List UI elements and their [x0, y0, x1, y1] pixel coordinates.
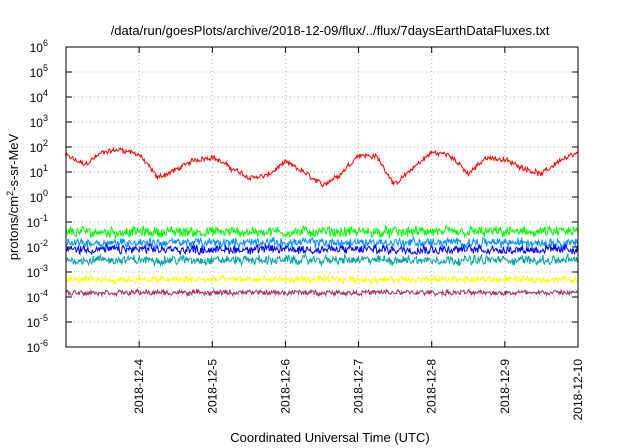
y-tick-base: 10 — [30, 166, 44, 180]
y-tick-label: 105 — [30, 63, 48, 80]
y-tick-base: 10 — [27, 291, 41, 305]
y-tick-exp: -4 — [40, 288, 48, 298]
y-tick-label: 10-4 — [27, 288, 48, 305]
chart-title: /data/run/goesPlots/archive/2018-12-09/f… — [111, 23, 550, 38]
x-tick-label: 2018-12-10 — [571, 359, 585, 421]
y-tick-label: 10-3 — [27, 263, 48, 280]
y-tick-label: 10-6 — [27, 338, 48, 355]
y-tick-label: 10-2 — [27, 238, 48, 255]
y-tick-base: 10 — [27, 316, 41, 330]
y-tick-base: 10 — [27, 266, 41, 280]
y-tick-label: 102 — [30, 138, 48, 155]
y-tick-label: 106 — [30, 38, 48, 55]
y-tick-label: 101 — [30, 163, 48, 180]
y-axis: 10-610-510-410-310-210-11001011021031041… — [27, 38, 578, 355]
y-tick-exp: -6 — [40, 338, 48, 348]
y-axis-label-rest: -s-sr-MeV — [6, 133, 21, 190]
y-tick-exp: -3 — [40, 263, 48, 273]
y-tick-base: 10 — [30, 66, 44, 80]
series-layer — [65, 146, 579, 298]
y-tick-base: 10 — [27, 241, 41, 255]
x-axis-label: Coordinated Universal Time (UTC) — [230, 430, 429, 445]
y-tick-base: 10 — [30, 91, 44, 105]
y-tick-base: 10 — [30, 41, 44, 55]
y-tick-exp: 2 — [43, 138, 48, 148]
series-line — [65, 224, 579, 239]
y-tick-base: 10 — [27, 216, 41, 230]
y-tick-exp: 3 — [43, 113, 48, 123]
y-tick-base: 10 — [27, 341, 41, 355]
y-tick-base: 10 — [30, 141, 44, 155]
y-tick-exp: 0 — [43, 188, 48, 198]
x-axis: 2018-12-4 2018-12-5 2018-12-6 2018-12-7 2018… — [132, 47, 585, 420]
series-line — [65, 287, 579, 298]
series-line — [65, 146, 579, 188]
y-tick-label: 104 — [30, 88, 48, 105]
y-tick-base: 10 — [30, 116, 44, 130]
y-tick-exp: 4 — [43, 88, 48, 98]
series-line — [65, 252, 579, 268]
y-tick-label: 100 — [30, 188, 48, 205]
series-line — [65, 242, 579, 257]
x-tick-label: 2018-12-7 — [352, 359, 366, 414]
x-tick-label: 2018-12-5 — [205, 359, 219, 414]
y-tick-exp: -5 — [40, 313, 48, 323]
x-tick-label: 2018-12-4 — [132, 359, 146, 414]
x-tick-label: 2018-12-9 — [498, 359, 512, 414]
x-tick-label: 2018-12-8 — [425, 359, 439, 414]
x-tick-label: 2018-12-6 — [278, 359, 292, 414]
grid — [66, 47, 578, 347]
y-tick-label: 10-1 — [27, 213, 48, 230]
y-tick-exp: -2 — [40, 238, 48, 248]
y-tick-base: 10 — [30, 191, 44, 205]
y-tick-exp: 5 — [43, 63, 48, 73]
y-tick-label: 103 — [30, 113, 48, 130]
series-line — [65, 273, 579, 286]
y-axis-label-main: protons/cm — [6, 196, 21, 260]
y-tick-exp: -1 — [40, 213, 48, 223]
y-axis-label: protons/cm2-s-sr-MeV — [5, 133, 21, 260]
y-tick-exp: 6 — [43, 38, 48, 48]
y-tick-label: 10-5 — [27, 313, 48, 330]
y-tick-exp: 1 — [43, 163, 48, 173]
y-axis-label-exp: 2 — [5, 191, 15, 196]
